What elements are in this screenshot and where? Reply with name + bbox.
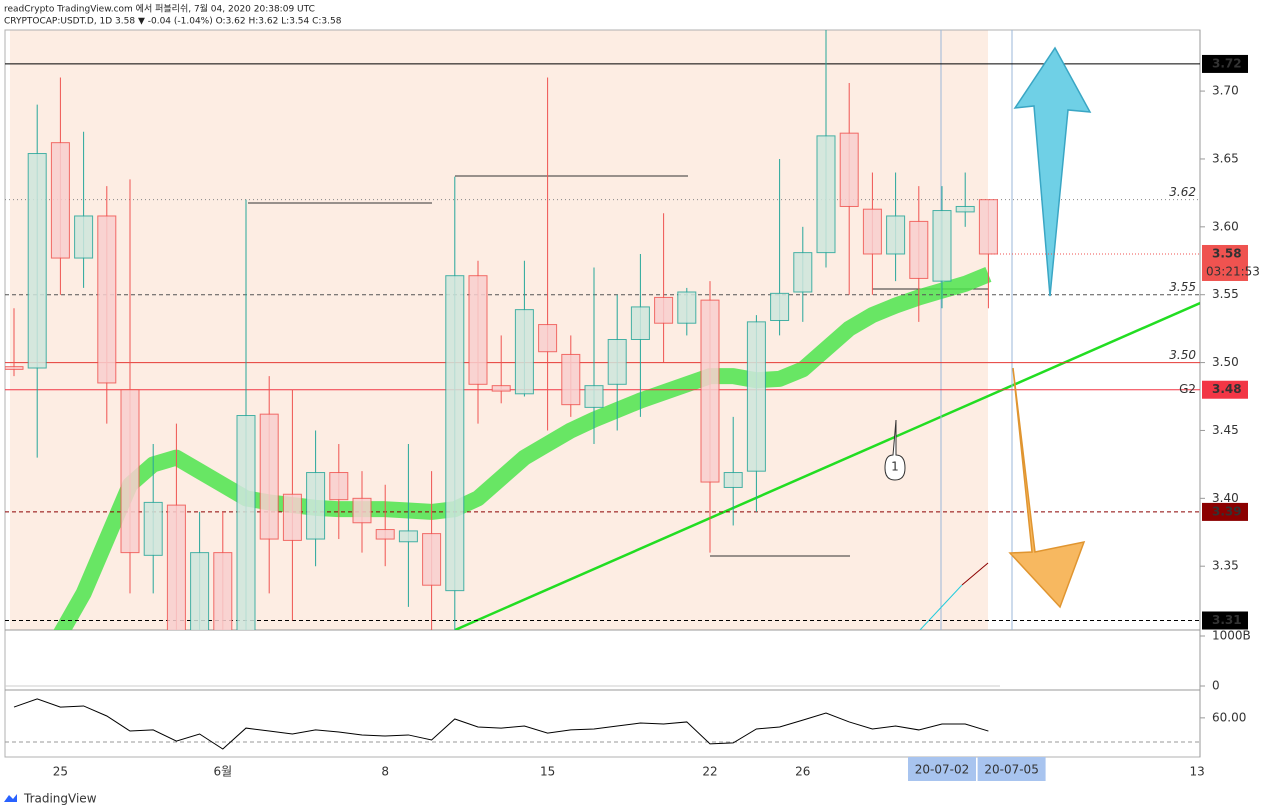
candle-body [398, 530, 418, 543]
volume-tick-label: 1000B [1212, 629, 1251, 643]
candle-body [538, 324, 558, 353]
volume-tick-label: 0 [1212, 679, 1220, 693]
candle-body [514, 309, 534, 395]
x-highlight [977, 757, 1046, 781]
countdown: 03:21:53 [1206, 264, 1260, 278]
candle-body [955, 205, 975, 213]
y-tick-label: 3.70 [1212, 84, 1239, 98]
y-tick-label: 3.35 [1212, 559, 1239, 573]
candle-body [143, 501, 163, 556]
callout [884, 419, 906, 481]
price-badge [1202, 380, 1248, 399]
x-tick-label: 13 [1190, 765, 1205, 779]
price-badge-label: 3.31 [1212, 613, 1242, 627]
candle-body [306, 472, 326, 540]
candle-body [190, 552, 210, 630]
price-line-label: 3.55 [1169, 280, 1196, 294]
header-line1: readCrypto TradingView.com 에서 퍼블리쉬, 7월 0… [4, 3, 315, 15]
candle-body [839, 132, 859, 207]
candle-body [793, 252, 813, 293]
candle-body [375, 529, 395, 540]
candle-body [50, 142, 70, 259]
candle-body [630, 306, 650, 341]
price-line-label: 3.50 [1169, 348, 1196, 362]
y-tick-label: 3.40 [1212, 491, 1239, 505]
trend-line [454, 301, 1200, 630]
up-arrow [1013, 46, 1092, 297]
drawn-line [919, 584, 963, 630]
header-line2: CRYPTOCAP:USDT.D, 1D 3.58 ▼ -0.04 (-1.04… [4, 17, 342, 27]
candle-body [166, 504, 186, 630]
y-tick-label: 3.45 [1212, 423, 1239, 437]
x-tick-label: 26 [795, 765, 810, 779]
main-pane [5, 30, 1200, 630]
x-tick-label: 20-07-05 [984, 763, 1038, 777]
candle-body [491, 385, 511, 392]
candle-body [654, 296, 674, 324]
candle-body [236, 415, 256, 630]
candle-body [909, 220, 929, 279]
annotation: 1 [891, 460, 899, 474]
last-price-label: 3.58 [1212, 246, 1242, 260]
candle-body [584, 385, 604, 408]
price-line-label: 3.62 [1169, 185, 1196, 199]
drawn-line [961, 562, 989, 586]
candle-body [422, 533, 442, 586]
price-badge [1202, 54, 1248, 73]
candle-body [352, 497, 372, 524]
candle-body [978, 199, 998, 255]
candle-body [561, 353, 581, 406]
y-tick-label: 3.55 [1212, 287, 1239, 301]
down-arrow [1008, 367, 1086, 609]
price-badge [1202, 502, 1248, 521]
y-tick-label: 3.50 [1212, 355, 1239, 369]
candle-body [445, 275, 465, 592]
moving-average [53, 266, 992, 630]
candle-body [607, 339, 627, 385]
logo-icon [4, 794, 17, 802]
candle-body [329, 472, 349, 501]
last-price-badge [1202, 244, 1248, 281]
candle-body [723, 472, 743, 488]
x-tick-label: 8 [381, 765, 389, 779]
candle-body [5, 366, 24, 370]
osc-tick-label: 60.00 [1212, 710, 1246, 724]
candle-body [862, 208, 882, 255]
candle-body [282, 493, 302, 541]
oscillator-line [13, 698, 989, 750]
x-tick-label: 25 [53, 765, 68, 779]
candle-body [770, 292, 790, 321]
y-tick-label: 3.60 [1212, 219, 1239, 233]
price-badge-label: 3.72 [1212, 56, 1242, 70]
x-highlight [908, 757, 976, 781]
candle-body [213, 552, 233, 630]
footer-logo: TradingView [23, 792, 97, 806]
price-line-name: G2 [1179, 382, 1196, 396]
candle-body [700, 299, 720, 483]
y-tick-label: 3.65 [1212, 151, 1239, 165]
x-tick-label: 15 [540, 765, 555, 779]
price-badge-label: 3.48 [1212, 382, 1242, 396]
candle-body [932, 210, 952, 282]
candle-body [886, 215, 906, 255]
candle-body [74, 215, 94, 259]
x-tick-label: 20-07-02 [915, 763, 969, 777]
price-badge-label: 3.39 [1212, 504, 1242, 518]
candle-body [97, 215, 117, 384]
candle-body [677, 291, 697, 324]
candle-body [468, 275, 488, 385]
candle-body [27, 153, 47, 369]
x-tick-label: 22 [702, 765, 717, 779]
candle-body [120, 389, 140, 554]
candle-body [259, 413, 279, 540]
candle-body [816, 135, 836, 254]
candle-body [746, 321, 766, 472]
x-tick-label: 6월 [213, 765, 232, 779]
price-badge [1202, 611, 1248, 630]
